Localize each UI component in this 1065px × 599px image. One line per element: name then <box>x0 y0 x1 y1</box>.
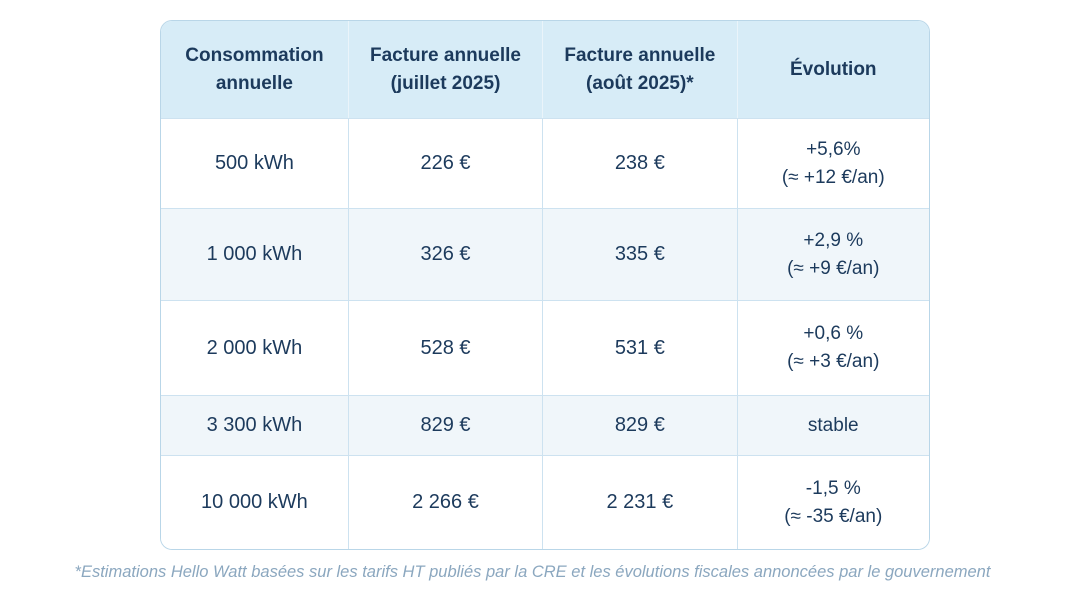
header-evolution: Évolution <box>736 21 929 118</box>
evolution-percent: +2,9 % <box>803 229 864 251</box>
evolution-amount: (≈ +9 €/an) <box>787 257 880 279</box>
table-header: Consommation annuelle Facture annuelle (… <box>161 21 929 118</box>
estimation-footnote: *Estimations Hello Watt basées sur les t… <box>74 563 991 581</box>
bill-july-cell: 326 € <box>347 208 543 300</box>
table-row: 3 300 kWh 829 € 829 € stable <box>161 395 929 455</box>
bill-august-cell: 531 € <box>542 300 737 395</box>
consumption-cell: 3 300 kWh <box>161 395 348 455</box>
evolution-cell: +0,6 % (≈ +3 €/an) <box>736 300 929 395</box>
evolution-amount: (≈ +12 €/an) <box>781 166 885 188</box>
consumption-cell: 2 000 kWh <box>161 300 348 395</box>
evolution-percent: -1,5 % <box>805 477 861 499</box>
header-consumption: Consommation annuelle <box>161 21 348 118</box>
evolution-cell: stable <box>736 395 929 455</box>
header-bill-july: Facture annuelle (juillet 2025) <box>347 21 543 118</box>
evolution-percent: stable <box>807 414 859 436</box>
header-bill-august: Facture annuelle (août 2025)* <box>542 21 737 118</box>
consumption-cell: 10 000 kWh <box>161 455 348 549</box>
table-row: 2 000 kWh 528 € 531 € +0,6 % (≈ +3 €/an) <box>161 300 929 395</box>
table-row: 500 kWh 226 € 238 € +5,6% (≈ +12 €/an) <box>161 118 929 208</box>
bill-july-cell: 226 € <box>347 118 543 208</box>
evolution-percent: +0,6 % <box>803 323 864 345</box>
evolution-cell: +5,6% (≈ +12 €/an) <box>736 118 929 208</box>
bill-august-cell: 2 231 € <box>542 455 737 549</box>
evolution-amount: (≈ +3 €/an) <box>787 351 880 372</box>
consumption-cell: 500 kWh <box>161 118 348 208</box>
bill-august-cell: 335 € <box>542 208 737 300</box>
evolution-cell: -1,5 % (≈ -35 €/an) <box>736 455 929 549</box>
bill-august-cell: 829 € <box>542 395 737 455</box>
bill-august-cell: 238 € <box>542 118 737 208</box>
bill-july-cell: 2 266 € <box>347 455 543 549</box>
table-row: 10 000 kWh 2 266 € 2 231 € -1,5 % (≈ -35… <box>161 455 929 549</box>
tariff-comparison-table: Consommation annuelle Facture annuelle (… <box>160 20 930 550</box>
evolution-cell: +2,9 % (≈ +9 €/an) <box>736 208 929 300</box>
evolution-percent: +5,6% <box>806 138 861 160</box>
table-row: 1 000 kWh 326 € 335 € +2,9 % (≈ +9 €/an) <box>161 208 929 300</box>
bill-july-cell: 829 € <box>347 395 543 455</box>
consumption-cell: 1 000 kWh <box>161 208 348 300</box>
evolution-amount: (≈ -35 €/an) <box>784 505 883 527</box>
bill-july-cell: 528 € <box>347 300 543 395</box>
